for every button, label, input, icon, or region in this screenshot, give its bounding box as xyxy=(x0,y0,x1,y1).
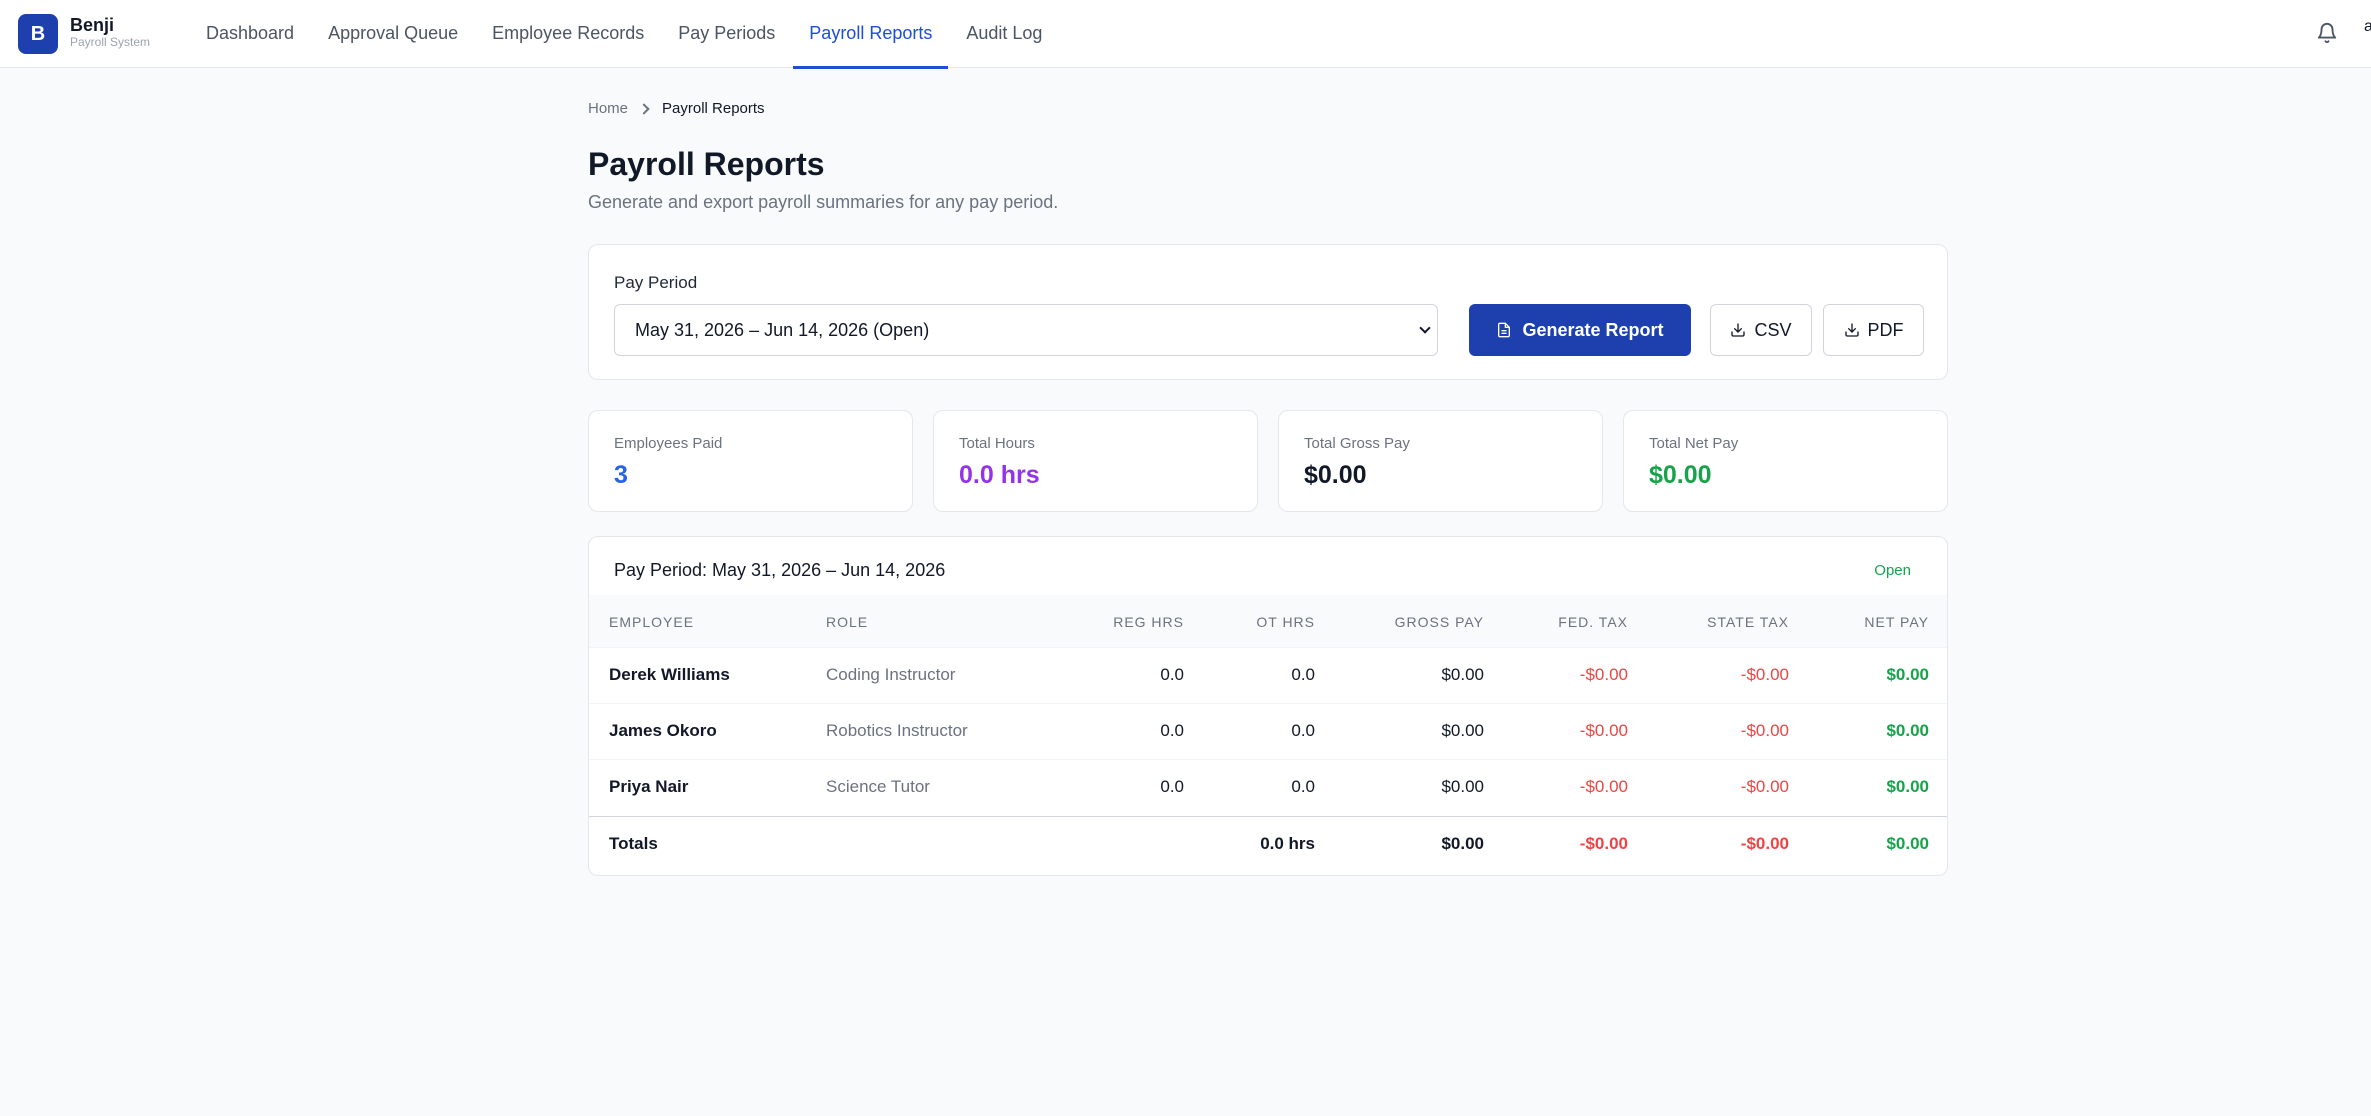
totals-state-tax: -$0.00 xyxy=(1740,834,1789,853)
stat-employees-paid: Employees Paid 3 xyxy=(588,410,913,512)
breadcrumb: Home Payroll Reports xyxy=(588,100,765,117)
table-row[interactable]: James Okoro Robotics Instructor 0.0 0.0 … xyxy=(589,703,1947,759)
bell-icon[interactable] xyxy=(2316,22,2338,44)
status-badge: Open xyxy=(1874,562,1911,579)
cell-ot-hrs: 0.0 xyxy=(1291,777,1315,796)
th-ot-hrs[interactable]: OT Hrs xyxy=(1256,614,1315,630)
page-subtitle: Generate and export payroll summaries fo… xyxy=(588,192,1059,212)
totals-hours: 0.0 hrs xyxy=(1260,834,1315,853)
cell-employee: Priya Nair xyxy=(609,777,689,796)
pay-period-label: Pay Period xyxy=(614,273,698,292)
app-logo[interactable]: B xyxy=(18,14,58,54)
stat-label: Total Hours xyxy=(959,435,1035,452)
chevron-down-icon xyxy=(1419,322,1431,334)
app-subtitle: Payroll System xyxy=(70,35,151,49)
stat-total-hours: Total Hours 0.0 hrs xyxy=(933,410,1258,512)
cell-employee: James Okoro xyxy=(609,721,717,740)
export-csv-button[interactable]: CSV xyxy=(1710,304,1812,356)
cell-state-tax: -$0.00 xyxy=(1740,665,1789,684)
breadcrumb-home[interactable]: Home xyxy=(588,100,629,117)
report-table-card: Pay Period: May 31, 2026 – Jun 14, 2026 … xyxy=(588,536,1948,876)
stat-value: 3 xyxy=(614,461,628,489)
nav-payroll-reports[interactable]: Payroll Reports xyxy=(793,0,949,69)
cell-role: Robotics Instructor xyxy=(826,721,968,740)
breadcrumb-current: Payroll Reports xyxy=(662,100,765,117)
generate-report-label: Generate Report xyxy=(1522,319,1664,340)
cell-net-pay: $0.00 xyxy=(1886,777,1929,796)
nav-employee-records[interactable]: Employee Records xyxy=(492,23,645,43)
stat-value: $0.00 xyxy=(1649,461,1712,489)
stat-label: Total Gross Pay xyxy=(1304,435,1410,452)
th-net-pay[interactable]: Net Pay xyxy=(1864,614,1929,630)
stat-total-net-pay: Total Net Pay $0.00 xyxy=(1623,410,1948,512)
cell-ot-hrs: 0.0 xyxy=(1291,721,1315,740)
cell-fed-tax: -$0.00 xyxy=(1579,665,1628,684)
cell-reg-hrs: 0.0 xyxy=(1160,665,1184,684)
cell-ot-hrs: 0.0 xyxy=(1291,665,1315,684)
totals-gross-pay: $0.00 xyxy=(1441,834,1484,853)
cell-gross-pay: $0.00 xyxy=(1441,721,1484,740)
report-title: Pay Period: May 31, 2026 – Jun 14, 2026 xyxy=(614,560,946,580)
page-title: Payroll Reports xyxy=(588,146,825,182)
user-avatar[interactable]: a xyxy=(2364,18,2371,35)
th-state-tax[interactable]: State Tax xyxy=(1707,614,1789,630)
th-reg-hrs[interactable]: Reg Hrs xyxy=(1113,614,1184,630)
nav-dashboard[interactable]: Dashboard xyxy=(206,23,295,43)
th-employee[interactable]: Employee xyxy=(609,614,695,630)
totals-net-pay: $0.00 xyxy=(1886,834,1929,853)
totals-fed-tax: -$0.00 xyxy=(1579,834,1628,853)
export-csv-label: CSV xyxy=(1754,319,1792,340)
download-icon xyxy=(1844,323,1859,337)
cell-gross-pay: $0.00 xyxy=(1441,665,1484,684)
cell-fed-tax: -$0.00 xyxy=(1579,777,1628,796)
nav-pay-periods[interactable]: Pay Periods xyxy=(678,23,776,43)
table-row[interactable]: Derek Williams Coding Instructor 0.0 0.0… xyxy=(589,647,1947,703)
cell-net-pay: $0.00 xyxy=(1886,721,1929,740)
document-icon xyxy=(1498,322,1511,338)
main-nav: Dashboard Approval Queue Employee Record… xyxy=(190,0,1060,69)
nav-approval-queue[interactable]: Approval Queue xyxy=(328,23,459,43)
th-gross-pay[interactable]: Gross Pay xyxy=(1394,614,1484,630)
cell-gross-pay: $0.00 xyxy=(1441,777,1484,796)
download-icon xyxy=(1731,323,1746,337)
th-fed-tax[interactable]: Fed. Tax xyxy=(1558,614,1628,630)
app-name: Benji xyxy=(70,15,115,35)
totals-label: Totals xyxy=(609,834,658,853)
table-row[interactable]: Priya Nair Science Tutor 0.0 0.0 $0.00 -… xyxy=(589,759,1947,815)
stat-value: $0.00 xyxy=(1304,461,1367,489)
pay-period-select[interactable]: May 31, 2026 – Jun 14, 2026 (Open) xyxy=(614,304,1438,356)
table-header: Employee Role Reg Hrs OT Hrs Gross Pay F… xyxy=(589,595,1947,647)
generate-report-button[interactable]: Generate Report xyxy=(1469,304,1691,356)
cell-reg-hrs: 0.0 xyxy=(1160,777,1184,796)
pay-period-card: Pay Period May 31, 2026 – Jun 14, 2026 (… xyxy=(588,244,1948,380)
cell-employee: Derek Williams xyxy=(609,665,730,684)
pay-period-selected-value: May 31, 2026 – Jun 14, 2026 (Open) xyxy=(635,320,930,340)
cell-role: Coding Instructor xyxy=(826,665,956,684)
cell-role: Science Tutor xyxy=(826,777,930,796)
nav-audit-log[interactable]: Audit Log xyxy=(966,23,1043,43)
stat-value: 0.0 hrs xyxy=(959,461,1040,489)
th-role[interactable]: Role xyxy=(826,614,869,630)
cell-reg-hrs: 0.0 xyxy=(1160,721,1184,740)
stat-label: Total Net Pay xyxy=(1649,435,1739,452)
chevron-right-icon xyxy=(638,102,650,115)
totals-row: Totals 0.0 hrs $0.00 -$0.00 -$0.00 $0.00 xyxy=(589,816,1947,872)
export-pdf-label: PDF xyxy=(1867,319,1904,340)
stat-label: Employees Paid xyxy=(614,435,723,452)
top-navbar: B Benji Payroll System Dashboard Approva… xyxy=(0,0,2371,69)
stat-total-gross-pay: Total Gross Pay $0.00 xyxy=(1278,410,1603,512)
cell-state-tax: -$0.00 xyxy=(1740,721,1789,740)
cell-fed-tax: -$0.00 xyxy=(1579,721,1628,740)
export-pdf-button[interactable]: PDF xyxy=(1823,304,1924,356)
cell-net-pay: $0.00 xyxy=(1886,665,1929,684)
cell-state-tax: -$0.00 xyxy=(1740,777,1789,796)
